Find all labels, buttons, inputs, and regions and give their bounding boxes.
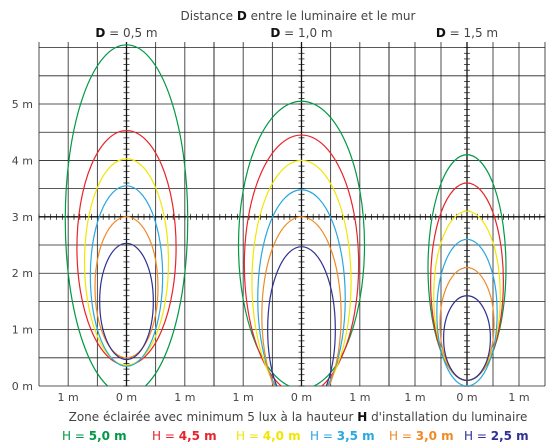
- zone-curve: [251, 159, 352, 386]
- zone-curve: [94, 216, 159, 359]
- panel-title-var: D: [95, 26, 105, 40]
- zone-curve: [261, 216, 342, 386]
- panel-title-value: = 1,0 m: [280, 26, 332, 40]
- center-crosshair: [388, 42, 546, 387]
- zone-curve: [64, 44, 189, 386]
- x-axis: 1 m 0 m 1 m: [404, 391, 529, 404]
- panel-title-var: D: [270, 26, 280, 40]
- panel-title-value: = 1,5 m: [446, 26, 498, 40]
- x-axis: 1 m 0 m 1 m: [233, 391, 371, 404]
- y-axis: 0 m 1 m 2 m 3 m 4 m 5 m: [12, 98, 33, 393]
- legend-item: H = 3,5 m: [310, 429, 375, 443]
- zone-curve: [436, 238, 498, 386]
- panel-title-var: D: [436, 26, 446, 40]
- x-tick-label: 0 m: [116, 391, 137, 404]
- y-tick-label: 4 m: [12, 154, 33, 167]
- panel-1: D = 0,5 m 1 m 0 m 1 m: [38, 26, 215, 404]
- y-tick-label: 5 m: [12, 98, 33, 111]
- panel-3: D = 1,5 m 1 m 0 m 1 m: [388, 26, 546, 404]
- chart-title: Distance D entre le luminaire et le mur: [181, 9, 416, 23]
- zone-curves: [427, 154, 507, 386]
- legend-item: H = 2,5 m: [464, 429, 529, 443]
- zone-curve: [243, 134, 360, 386]
- x-tick-label: 1 m: [349, 391, 370, 404]
- zone-curves: [237, 100, 366, 386]
- zone-curve: [83, 158, 170, 366]
- y-tick-label: 1 m: [12, 324, 33, 337]
- y-tick-label: 3 m: [12, 211, 33, 224]
- legend-item: H = 4,5 m: [152, 429, 217, 443]
- legend-item: H = 5,0 m: [62, 429, 127, 443]
- zone-curve: [443, 295, 492, 381]
- legend-item: H = 3,0 m: [389, 429, 454, 443]
- legend-item: H = 4,0 m: [236, 429, 301, 443]
- x-tick-label: 0 m: [291, 391, 312, 404]
- zone-curve: [237, 100, 366, 386]
- legend: H = 5,0 m H = 4,5 m H = 4,0 m H = 3,5 m H = …: [62, 429, 529, 443]
- x-tick-label: 1 m: [174, 391, 195, 404]
- y-tick-label: 0 m: [12, 380, 33, 393]
- zone-curve: [257, 189, 346, 386]
- zone-curve: [89, 185, 164, 367]
- zone-curve: [267, 246, 336, 386]
- x-tick-label: 1 m: [404, 391, 425, 404]
- x-tick-label: 1 m: [58, 391, 79, 404]
- chart-caption: Zone éclairée avec minimum 5 lux à la ha…: [69, 410, 528, 424]
- zone-curves: [64, 44, 189, 386]
- zone-curve: [99, 242, 154, 361]
- x-tick-label: 0 m: [456, 391, 477, 404]
- panel-title: D = 1,0 m: [270, 26, 332, 40]
- y-tick-label: 2 m: [12, 267, 33, 280]
- x-tick-label: 1 m: [508, 391, 529, 404]
- x-tick-label: 1 m: [233, 391, 254, 404]
- panel-title: D = 0,5 m: [95, 26, 157, 40]
- panel-title-value: = 0,5 m: [105, 26, 157, 40]
- x-axis: 1 m 0 m 1 m: [58, 391, 196, 404]
- panel-title: D = 1,5 m: [436, 26, 498, 40]
- panel-2: D = 1,0 m 1 m 0 m 1 m: [213, 26, 390, 404]
